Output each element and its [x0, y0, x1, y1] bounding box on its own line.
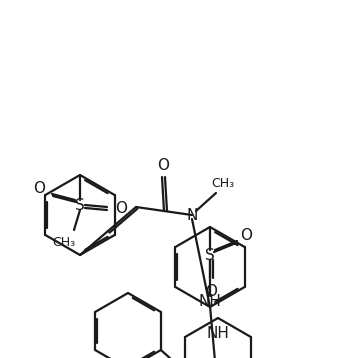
Text: CH₃: CH₃	[52, 237, 76, 250]
Text: S: S	[205, 247, 215, 262]
Text: O: O	[115, 201, 127, 216]
Text: S: S	[75, 198, 85, 213]
Text: N: N	[186, 208, 198, 223]
Text: NH: NH	[207, 325, 229, 340]
Text: O: O	[33, 180, 45, 195]
Text: CH₃: CH₃	[211, 176, 235, 189]
Text: O: O	[206, 284, 217, 299]
Text: O: O	[158, 158, 169, 173]
Text: NH: NH	[199, 294, 221, 309]
Text: O: O	[240, 228, 252, 243]
